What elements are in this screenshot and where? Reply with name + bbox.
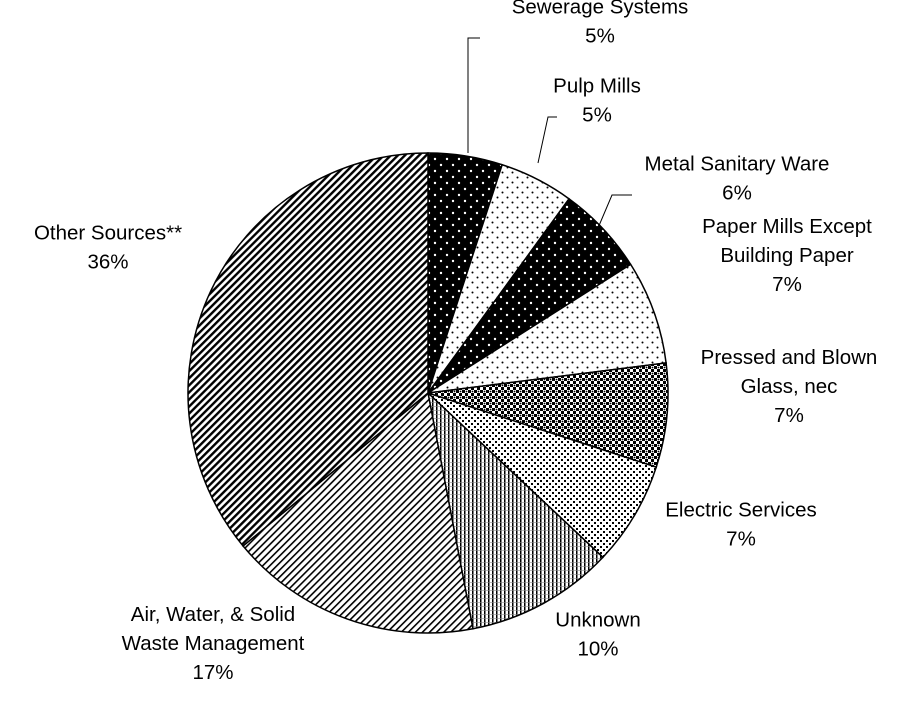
pie-slice-paper-mills-except-building-paper (427, 263, 667, 394)
slice-percent: 7% (726, 528, 756, 551)
slice-percent: 7% (772, 273, 802, 296)
slice-percent: 5% (582, 104, 612, 127)
slice-label: Unknown 10% (555, 609, 640, 661)
slice-label: Air, Water, & Solid Waste Management 17% (122, 603, 305, 684)
slice-label: Paper Mills Except Building Paper 7% (702, 215, 872, 296)
leader-lines (467, 37, 632, 229)
slice-percent: 6% (722, 182, 752, 205)
slice-label: Pressed and Blown Glass, nec 7% (701, 346, 878, 427)
pie-slice-electric-services (427, 392, 658, 559)
pie-slice-air-water-solid-waste-management (242, 391, 474, 634)
pie-slice-unknown (426, 390, 605, 630)
slice-name: Sewerage Systems (512, 0, 689, 19)
slice-name: Unknown (555, 609, 640, 632)
slice-name: Metal Sanitary Ware (645, 153, 830, 176)
slice-name: Building Paper (720, 244, 854, 267)
slice-name: Waste Management (122, 632, 305, 655)
slice-name: Electric Services (665, 499, 817, 522)
pie-slice-pressed-and-blown-glass-nec (427, 362, 669, 469)
slice-percent: 7% (774, 404, 804, 427)
slice-label: Electric Services 7% (665, 499, 817, 551)
slice-percent: 5% (585, 25, 615, 48)
slice-label: Sewerage Systems 5% (512, 0, 689, 48)
leader-line (597, 194, 632, 229)
pie-slice-other-sources (187, 152, 429, 548)
leader-line (537, 116, 557, 164)
slice-name: Pulp Mills (553, 75, 641, 98)
slice-name: Air, Water, & Solid (131, 603, 295, 626)
slice-label: Pulp Mills 5% (553, 75, 641, 127)
slice-percent: 10% (577, 638, 618, 661)
slice-percent: 36% (87, 251, 128, 274)
slice-label: Metal Sanitary Ware 6% (645, 153, 830, 205)
slice-label: Other Sources** 36% (34, 222, 182, 274)
slice-name: Glass, nec (741, 375, 838, 398)
slice-name: Other Sources** (34, 222, 182, 245)
slice-percent: 17% (192, 661, 233, 684)
pie-slices (187, 152, 669, 634)
leader-line (467, 37, 480, 153)
slice-labels: Sewerage Systems 5% Pulp Mills 5% Metal Sani… (34, 0, 877, 684)
slice-name: Pressed and Blown (701, 346, 878, 369)
slice-name: Paper Mills Except (702, 215, 872, 238)
